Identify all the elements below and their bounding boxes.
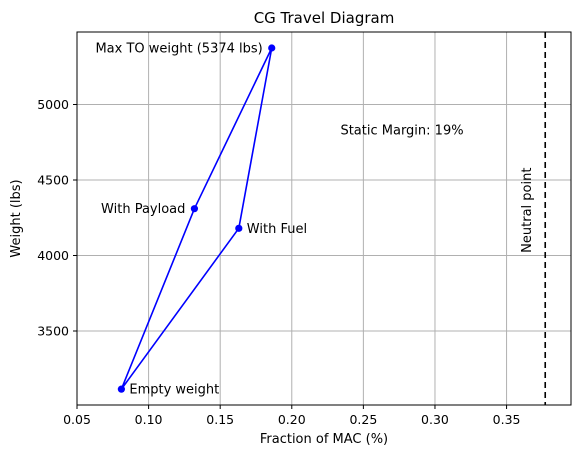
- x-axis-title: Fraction of MAC (%): [260, 432, 388, 447]
- x-tick-label: 0.25: [349, 412, 377, 427]
- x-tick-label: 0.20: [278, 412, 306, 427]
- x-tick-label: 0.15: [206, 412, 234, 427]
- data-point-marker: [268, 44, 276, 52]
- chart-text: Neutral point 0.05 0.10 0.15 0.20 0.25 0.30 0.3…: [9, 9, 535, 447]
- axes: [73, 31, 572, 409]
- y-tick-label: 4500: [37, 172, 69, 187]
- plot-frame: [76, 31, 572, 406]
- y-tick-label: 4000: [37, 248, 69, 263]
- point-label: Empty weight: [129, 383, 219, 398]
- y-tick-label: 3500: [37, 324, 69, 339]
- x-tick-label: 0.35: [493, 412, 521, 427]
- x-tick-label: 0.10: [135, 412, 163, 427]
- point-label: Max TO weight (5374 lbs): [95, 42, 262, 57]
- data-point-marker: [117, 385, 125, 393]
- series-line: [120, 47, 273, 390]
- data-point-marker: [190, 205, 199, 213]
- data-point-marker: [235, 224, 243, 232]
- x-tick-label: 0.05: [63, 412, 91, 427]
- grid-lines: [76, 32, 571, 405]
- y-tick-label: 5000: [37, 97, 69, 112]
- point-label: With Payload: [101, 202, 185, 217]
- x-tick-label: 0.30: [421, 412, 449, 427]
- point-label: With Fuel: [247, 222, 307, 237]
- neutral-point-label: Neutral point: [520, 168, 535, 253]
- chart-title: CG Travel Diagram: [254, 9, 395, 27]
- y-axis-title: Weight (lbs): [9, 179, 24, 257]
- static-margin-annotation: Static Margin: 19%: [340, 124, 463, 139]
- plot-area: [117, 32, 547, 405]
